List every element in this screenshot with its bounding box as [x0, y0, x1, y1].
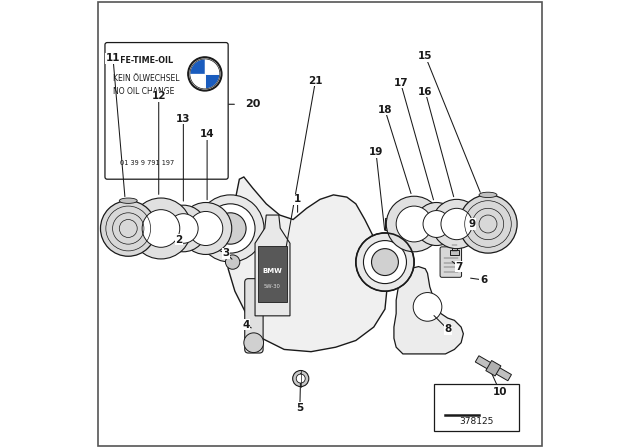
Text: 5: 5: [296, 403, 303, 413]
Text: 8: 8: [444, 324, 451, 334]
Text: 01 39 9 791 197: 01 39 9 791 197: [120, 160, 175, 166]
Text: 4: 4: [243, 320, 250, 330]
FancyBboxPatch shape: [105, 43, 228, 179]
Circle shape: [189, 211, 223, 246]
Text: 15: 15: [418, 51, 433, 61]
Circle shape: [100, 201, 156, 256]
Text: 6: 6: [480, 275, 487, 285]
Polygon shape: [394, 267, 463, 354]
FancyBboxPatch shape: [452, 215, 457, 253]
Text: 19: 19: [369, 147, 383, 157]
FancyBboxPatch shape: [385, 218, 463, 230]
Text: 16: 16: [418, 87, 433, 97]
Circle shape: [432, 199, 481, 249]
Circle shape: [142, 210, 180, 247]
Circle shape: [413, 293, 442, 321]
Circle shape: [188, 57, 222, 91]
Text: 11: 11: [106, 53, 120, 63]
Wedge shape: [205, 60, 220, 74]
Circle shape: [168, 214, 198, 243]
Wedge shape: [190, 60, 205, 74]
Text: 12: 12: [152, 91, 166, 101]
Circle shape: [387, 196, 442, 252]
Circle shape: [372, 249, 399, 276]
Circle shape: [160, 205, 207, 252]
Circle shape: [396, 206, 432, 242]
Text: NO OIL CHANGE: NO OIL CHANGE: [113, 87, 174, 96]
Polygon shape: [255, 215, 290, 316]
Polygon shape: [486, 361, 501, 376]
Circle shape: [215, 213, 246, 244]
Circle shape: [131, 198, 191, 259]
Text: 14: 14: [200, 129, 214, 139]
Text: BMW: BMW: [262, 268, 282, 274]
Wedge shape: [190, 74, 205, 88]
FancyBboxPatch shape: [450, 250, 459, 255]
Polygon shape: [228, 177, 387, 352]
Polygon shape: [476, 356, 511, 381]
Text: 378125: 378125: [460, 417, 494, 426]
Text: LIFE-TIME-OIL: LIFE-TIME-OIL: [113, 56, 173, 65]
FancyBboxPatch shape: [440, 247, 461, 277]
Text: 20: 20: [244, 99, 260, 109]
Wedge shape: [205, 74, 220, 88]
Circle shape: [206, 204, 255, 253]
Ellipse shape: [119, 198, 137, 203]
FancyBboxPatch shape: [435, 384, 520, 431]
Text: 10: 10: [493, 387, 508, 397]
Polygon shape: [258, 246, 287, 302]
Circle shape: [180, 202, 232, 254]
Circle shape: [190, 59, 220, 89]
Text: 1: 1: [294, 194, 301, 204]
FancyBboxPatch shape: [141, 223, 226, 234]
Circle shape: [296, 374, 305, 383]
Text: 17: 17: [394, 78, 408, 88]
Circle shape: [244, 333, 264, 353]
Text: 3: 3: [222, 248, 230, 258]
Circle shape: [459, 195, 517, 253]
Circle shape: [364, 241, 406, 284]
Circle shape: [415, 202, 458, 246]
Circle shape: [356, 233, 414, 291]
FancyBboxPatch shape: [244, 279, 263, 353]
Ellipse shape: [479, 192, 497, 198]
Circle shape: [423, 211, 450, 237]
Text: KEIN ÖLWECHSEL: KEIN ÖLWECHSEL: [113, 74, 179, 83]
Circle shape: [441, 208, 472, 240]
Text: 7: 7: [455, 262, 463, 271]
Circle shape: [225, 255, 240, 269]
Text: 18: 18: [378, 105, 392, 115]
Text: 9: 9: [468, 219, 476, 229]
Circle shape: [197, 195, 264, 262]
Text: 21: 21: [308, 76, 323, 86]
Circle shape: [292, 370, 309, 387]
Text: 13: 13: [176, 114, 191, 124]
Text: 5W-30: 5W-30: [264, 284, 281, 289]
Text: 2: 2: [175, 235, 182, 245]
